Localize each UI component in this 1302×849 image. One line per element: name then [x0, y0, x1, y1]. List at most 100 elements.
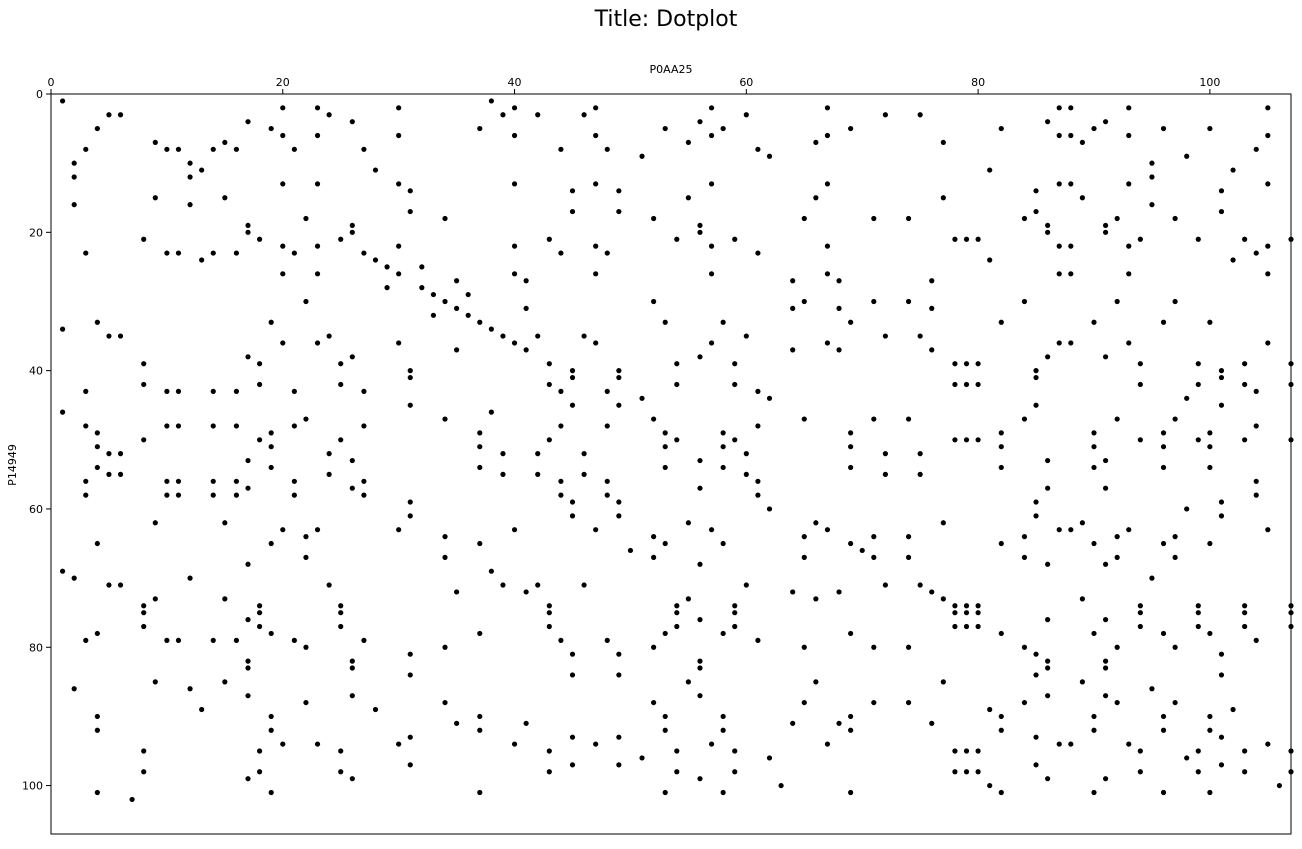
dot-point: [500, 112, 506, 118]
dot-point: [1056, 105, 1062, 111]
dot-point: [280, 181, 286, 187]
dot-point: [303, 554, 309, 560]
dot-point: [975, 603, 981, 609]
dot-point: [604, 146, 610, 152]
dot-point: [187, 202, 193, 208]
dot-point: [1021, 215, 1028, 222]
dot-point: [1091, 789, 1097, 796]
dot-point: [256, 437, 263, 443]
dot-point: [1126, 181, 1132, 187]
dot-point: [604, 388, 610, 394]
dot-point: [349, 229, 355, 235]
dot-point: [117, 451, 124, 457]
dot-point: [233, 146, 240, 152]
dot-point: [454, 278, 460, 284]
dot-point: [245, 776, 251, 782]
dot-point: [256, 361, 263, 367]
dot-point: [963, 623, 970, 630]
dot-point: [222, 139, 228, 146]
dot-point: [569, 208, 576, 215]
x-axis-label: P0AA25: [650, 63, 693, 76]
dot-point: [1021, 554, 1028, 560]
dot-point: [256, 603, 263, 609]
dot-point: [326, 582, 332, 588]
dot-point: [674, 437, 680, 443]
dot-point: [674, 748, 680, 754]
dot-point: [1137, 769, 1143, 775]
y-axis-ticks: 0 20 40 60 80 100: [22, 88, 51, 793]
dot-point: [569, 402, 576, 408]
dot-point: [824, 132, 831, 139]
dot-point: [604, 478, 610, 484]
dot-point: [199, 167, 205, 173]
dot-point: [790, 305, 796, 311]
dot-point: [824, 105, 831, 111]
dot-point: [674, 769, 680, 775]
dot-point: [569, 368, 576, 374]
dot-point: [720, 125, 726, 132]
dot-point: [593, 105, 599, 111]
dot-point: [801, 554, 807, 560]
dot-point: [430, 291, 437, 298]
dot-point: [1056, 243, 1062, 249]
dot-point: [1207, 630, 1213, 637]
dot-point: [882, 582, 888, 588]
dot-point: [1114, 416, 1120, 422]
dot-point: [848, 630, 854, 637]
dot-point: [1207, 789, 1213, 796]
dot-point: [1265, 243, 1271, 249]
dot-point: [905, 298, 912, 305]
dot-point: [998, 630, 1004, 637]
dot-point: [1021, 699, 1028, 706]
dot-point: [222, 679, 228, 685]
dot-point: [546, 748, 552, 754]
dot-point: [593, 271, 599, 277]
dot-point: [1045, 658, 1051, 664]
dot-point: [256, 769, 263, 775]
dot-point: [1045, 561, 1051, 567]
dot-point: [59, 326, 66, 332]
dot-point: [616, 368, 622, 374]
dot-point: [720, 430, 726, 436]
dot-point: [233, 388, 240, 394]
dot-point: [697, 229, 703, 235]
dot-point: [511, 527, 518, 533]
dot-point: [152, 520, 158, 526]
dot-point: [581, 471, 587, 477]
dot-point: [314, 340, 321, 346]
dot-point: [291, 492, 297, 498]
dot-point: [280, 340, 286, 346]
dot-point: [905, 215, 912, 222]
dot-point: [407, 208, 413, 215]
dot-point: [349, 354, 355, 360]
dot-point: [83, 492, 89, 498]
dot-point: [141, 623, 147, 630]
dot-point: [1091, 125, 1097, 132]
dot-point: [1079, 520, 1086, 526]
dot-point: [164, 423, 170, 429]
dot-point: [1253, 388, 1259, 394]
dot-point: [1160, 630, 1167, 637]
dot-point: [303, 215, 309, 222]
dot-point: [303, 298, 309, 305]
x-tick-label: 20: [276, 76, 290, 89]
dot-point: [662, 430, 668, 436]
dot-point: [952, 769, 958, 775]
dot-point: [326, 333, 332, 339]
dot-point: [651, 644, 657, 650]
dot-point: [581, 333, 587, 339]
dot-point: [975, 381, 981, 388]
dot-point: [987, 257, 993, 263]
dot-point: [975, 610, 981, 616]
dot-point: [1033, 672, 1039, 678]
dot-point: [1021, 416, 1028, 422]
dot-point: [1253, 478, 1259, 484]
dot-point: [569, 762, 576, 768]
dot-point: [616, 734, 622, 740]
dot-point: [1172, 298, 1178, 305]
dot-point: [940, 520, 946, 526]
dot-point: [662, 464, 668, 471]
dot-point: [1102, 354, 1109, 360]
dot-point: [1068, 271, 1074, 277]
dot-point: [604, 492, 610, 498]
